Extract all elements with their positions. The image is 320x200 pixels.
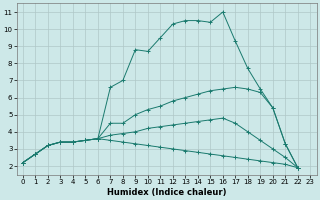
X-axis label: Humidex (Indice chaleur): Humidex (Indice chaleur)	[107, 188, 226, 197]
